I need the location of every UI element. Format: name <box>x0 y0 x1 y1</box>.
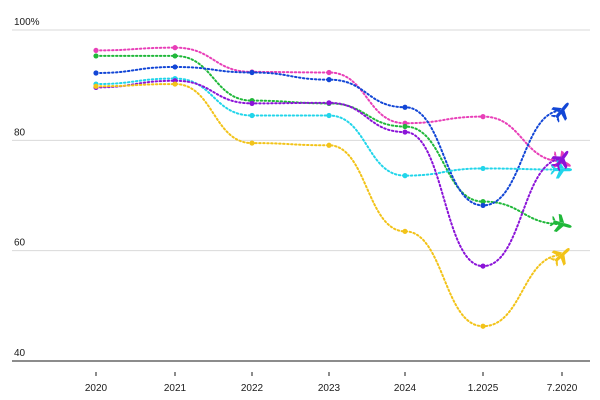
data-point <box>480 198 486 205</box>
series-5 <box>93 78 569 269</box>
data-point <box>172 53 178 59</box>
series-1 <box>93 45 571 168</box>
plane-icon <box>550 160 572 179</box>
series-line <box>95 79 563 268</box>
x-tick-label: 2020 <box>85 383 108 394</box>
data-point <box>402 173 408 179</box>
data-point <box>172 81 178 87</box>
plane-icon <box>550 248 570 267</box>
data-point <box>480 165 486 172</box>
data-point <box>172 45 178 51</box>
plane-icon <box>549 213 572 232</box>
series-6 <box>93 81 570 329</box>
data-point <box>326 77 332 83</box>
plane-icon <box>550 102 569 123</box>
data-point <box>93 70 99 76</box>
data-point <box>93 47 99 54</box>
x-tick-label: 1.2025 <box>468 383 499 394</box>
series-3 <box>93 64 569 209</box>
data-point <box>249 140 255 146</box>
x-tick-label: 7.2020 <box>547 383 578 394</box>
data-point <box>249 100 255 106</box>
data-point <box>93 53 99 59</box>
data-point <box>480 114 486 120</box>
x-tick-label: 2022 <box>241 383 264 394</box>
data-point <box>402 228 408 234</box>
y-tick-label: 60 <box>14 238 26 249</box>
x-tick-label: 2021 <box>164 383 187 394</box>
data-point <box>480 263 486 269</box>
y-tick-label: 40 <box>14 348 26 359</box>
y-axis-ticks: 100% 80 60 40 <box>14 17 40 359</box>
data-point <box>402 104 408 110</box>
x-tick-label: 2024 <box>394 383 417 394</box>
data-point <box>326 142 332 148</box>
series-line <box>95 77 563 177</box>
data-point <box>480 202 486 209</box>
y-tick-label: 80 <box>14 127 26 138</box>
data-point <box>172 64 178 70</box>
data-point <box>93 83 99 89</box>
series-4 <box>93 75 572 179</box>
series-line <box>95 65 563 207</box>
plane-icon <box>551 150 569 172</box>
data-point <box>402 129 408 135</box>
series-layer <box>93 45 572 329</box>
data-point <box>402 123 408 130</box>
data-point <box>249 69 255 76</box>
data-point <box>480 323 486 329</box>
data-point <box>326 69 332 76</box>
series-line <box>95 83 563 328</box>
y-tick-label: 100% <box>14 17 40 28</box>
grid-layer <box>12 29 590 362</box>
x-tick-label: 2023 <box>318 383 341 394</box>
data-point <box>326 112 332 119</box>
data-point <box>249 112 255 119</box>
data-point <box>326 100 332 106</box>
x-axis-ticks: 2020 2021 2022 2023 2024 1.2025 7.2020 <box>85 372 578 394</box>
